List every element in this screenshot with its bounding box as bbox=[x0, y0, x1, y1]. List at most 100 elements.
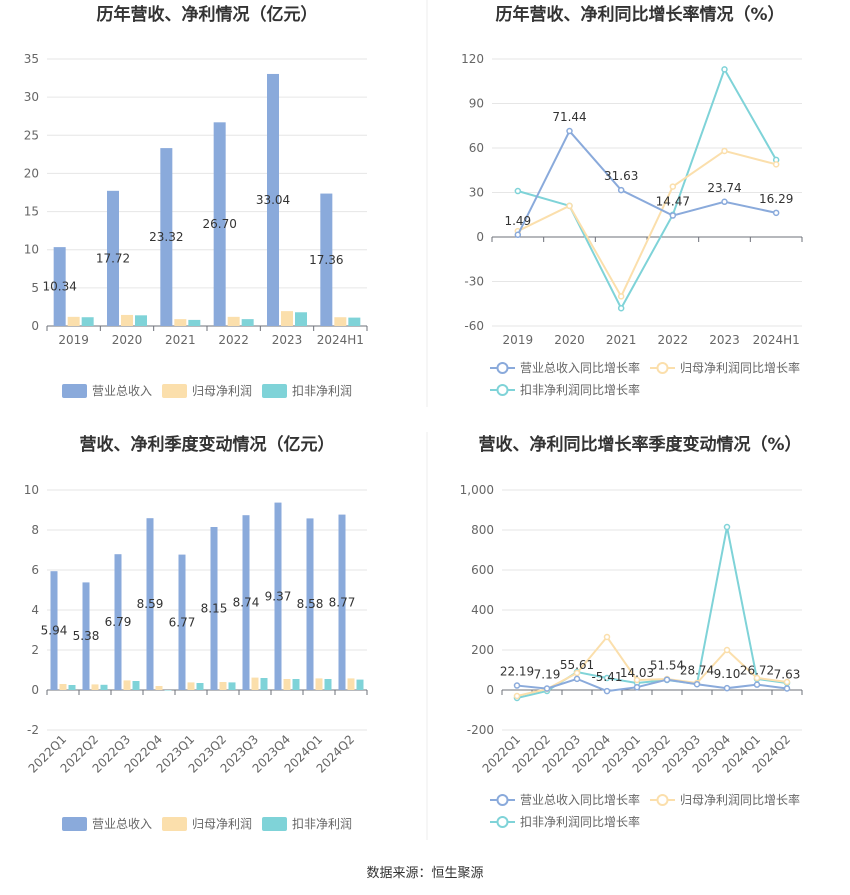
y-tick-label: 800 bbox=[471, 523, 494, 537]
line-data-label: 7.19 bbox=[534, 668, 561, 682]
bar-net-profit bbox=[59, 684, 67, 690]
legend-item: 扣非净利润同比增长率 bbox=[490, 814, 640, 829]
bar-data-label: 5.38 bbox=[73, 629, 100, 643]
series-point bbox=[573, 669, 581, 677]
chart-title: 历年营收、净利同比增长率情况（%） bbox=[495, 4, 784, 25]
legend-swatch bbox=[262, 384, 287, 398]
y-tick-label: 6 bbox=[31, 563, 39, 577]
line-data-label: 9.10 bbox=[714, 667, 741, 681]
y-tick-label: 10 bbox=[24, 243, 39, 257]
series-point bbox=[723, 684, 731, 692]
legend-item: 扣非净利润 bbox=[262, 384, 352, 398]
series-point bbox=[753, 681, 761, 688]
series-point bbox=[693, 681, 701, 688]
series-point bbox=[783, 685, 791, 692]
series-point bbox=[566, 127, 573, 135]
bar-data-label: 10.34 bbox=[42, 280, 76, 294]
bar-deducted-profit bbox=[348, 317, 361, 326]
bar-data-label: 5.94 bbox=[41, 624, 68, 638]
legend-swatch-marker bbox=[496, 794, 509, 806]
legend-item: 归母净利润 bbox=[162, 817, 252, 831]
bar-revenue bbox=[160, 148, 173, 326]
legend-item: 扣非净利润同比增长率 bbox=[490, 382, 640, 397]
legend-label: 营业总收入同比增长率 bbox=[520, 792, 640, 807]
y-tick-label: 90 bbox=[469, 97, 484, 111]
y-tick-label: -2 bbox=[27, 723, 39, 737]
y-tick-label: 0 bbox=[31, 683, 39, 697]
series-point bbox=[543, 685, 551, 692]
legend-swatch bbox=[162, 817, 187, 831]
x-tick-label: 2021 bbox=[165, 333, 196, 347]
legend-label: 营业总收入同比增长率 bbox=[520, 360, 640, 375]
bar-net-profit bbox=[251, 677, 259, 690]
series-point bbox=[603, 674, 611, 682]
legend-label: 扣非净利润同比增长率 bbox=[520, 382, 640, 397]
legend: 营业总收入 归母净利润 扣非净利润 bbox=[62, 817, 352, 831]
series-line-0 bbox=[516, 677, 788, 693]
series-line-1 bbox=[516, 635, 788, 697]
series-point bbox=[663, 676, 671, 683]
bar-data-label: 6.77 bbox=[169, 615, 196, 629]
series-point bbox=[513, 692, 521, 700]
bar-deducted-profit bbox=[292, 679, 300, 690]
bar-net-profit bbox=[219, 682, 227, 690]
series-point bbox=[723, 646, 731, 654]
legend-item: 归母净利润同比增长率 bbox=[650, 792, 800, 807]
series-line-2 bbox=[517, 66, 778, 311]
series-point bbox=[617, 293, 625, 300]
bar-net-profit bbox=[347, 678, 355, 690]
legend-label: 扣非净利润 bbox=[292, 817, 352, 831]
line-data-label: 14.47 bbox=[656, 195, 690, 209]
line-data-label: 23.74 bbox=[707, 181, 741, 195]
bar-data-label: 6.79 bbox=[105, 615, 132, 629]
bar-data-label: 8.59 bbox=[137, 597, 164, 611]
y-tick-label: 120 bbox=[461, 52, 484, 66]
series-point bbox=[513, 682, 521, 689]
bar-deducted-profit bbox=[188, 319, 201, 326]
bar-deducted-profit bbox=[132, 681, 140, 690]
bar-revenue bbox=[178, 554, 186, 690]
bar-revenue bbox=[213, 122, 226, 327]
bar-data-label: 26.70 bbox=[202, 217, 236, 231]
legend-swatch-marker bbox=[656, 794, 669, 806]
legend-swatch-marker bbox=[496, 384, 509, 396]
legend-label: 归母净利润 bbox=[192, 817, 252, 831]
bar-revenue bbox=[107, 190, 119, 326]
bar-revenue bbox=[274, 502, 282, 690]
bar-data-label: 23.32 bbox=[149, 230, 183, 244]
bar-deducted-profit bbox=[164, 690, 172, 691]
y-tick-label: -200 bbox=[467, 723, 494, 737]
y-tick-label: 4 bbox=[31, 603, 39, 617]
y-tick-label: -60 bbox=[464, 319, 484, 333]
series-point bbox=[669, 212, 677, 219]
bar-data-label: 8.77 bbox=[329, 595, 356, 609]
legend-label: 扣非净利润 bbox=[292, 384, 352, 398]
legend-label: 归母净利润同比增长率 bbox=[680, 792, 800, 807]
series-point bbox=[566, 202, 573, 210]
bar-net-profit bbox=[315, 678, 323, 690]
series-point bbox=[603, 633, 611, 641]
line-data-label: 28.74 bbox=[680, 663, 714, 677]
bar-revenue bbox=[50, 571, 58, 690]
legend: 营业总收入 归母净利润 扣非净利润 bbox=[62, 384, 352, 398]
series-point bbox=[617, 304, 625, 312]
bar-revenue bbox=[82, 582, 90, 690]
x-tick-label: 2019 bbox=[58, 333, 89, 347]
data-source-footer: 数据来源：恒生聚源 bbox=[366, 866, 484, 881]
y-tick-label: 15 bbox=[24, 205, 39, 219]
bar-deducted-profit bbox=[228, 682, 236, 690]
bar-data-label: 8.74 bbox=[233, 596, 260, 610]
bar-net-profit bbox=[281, 311, 293, 326]
legend-swatch bbox=[62, 817, 87, 831]
bar-revenue bbox=[306, 518, 314, 690]
legend-item: 归母净利润 bbox=[162, 384, 252, 398]
bar-deducted-profit bbox=[100, 684, 108, 690]
x-tick-label: 2019 bbox=[503, 333, 534, 347]
legend-label: 扣非净利润同比增长率 bbox=[520, 814, 640, 829]
bar-revenue bbox=[338, 514, 346, 690]
legend-label: 归母净利润同比增长率 bbox=[680, 360, 800, 375]
bar-net-profit bbox=[174, 319, 187, 326]
legend-swatch bbox=[262, 817, 287, 831]
y-tick-label: 35 bbox=[24, 52, 39, 66]
